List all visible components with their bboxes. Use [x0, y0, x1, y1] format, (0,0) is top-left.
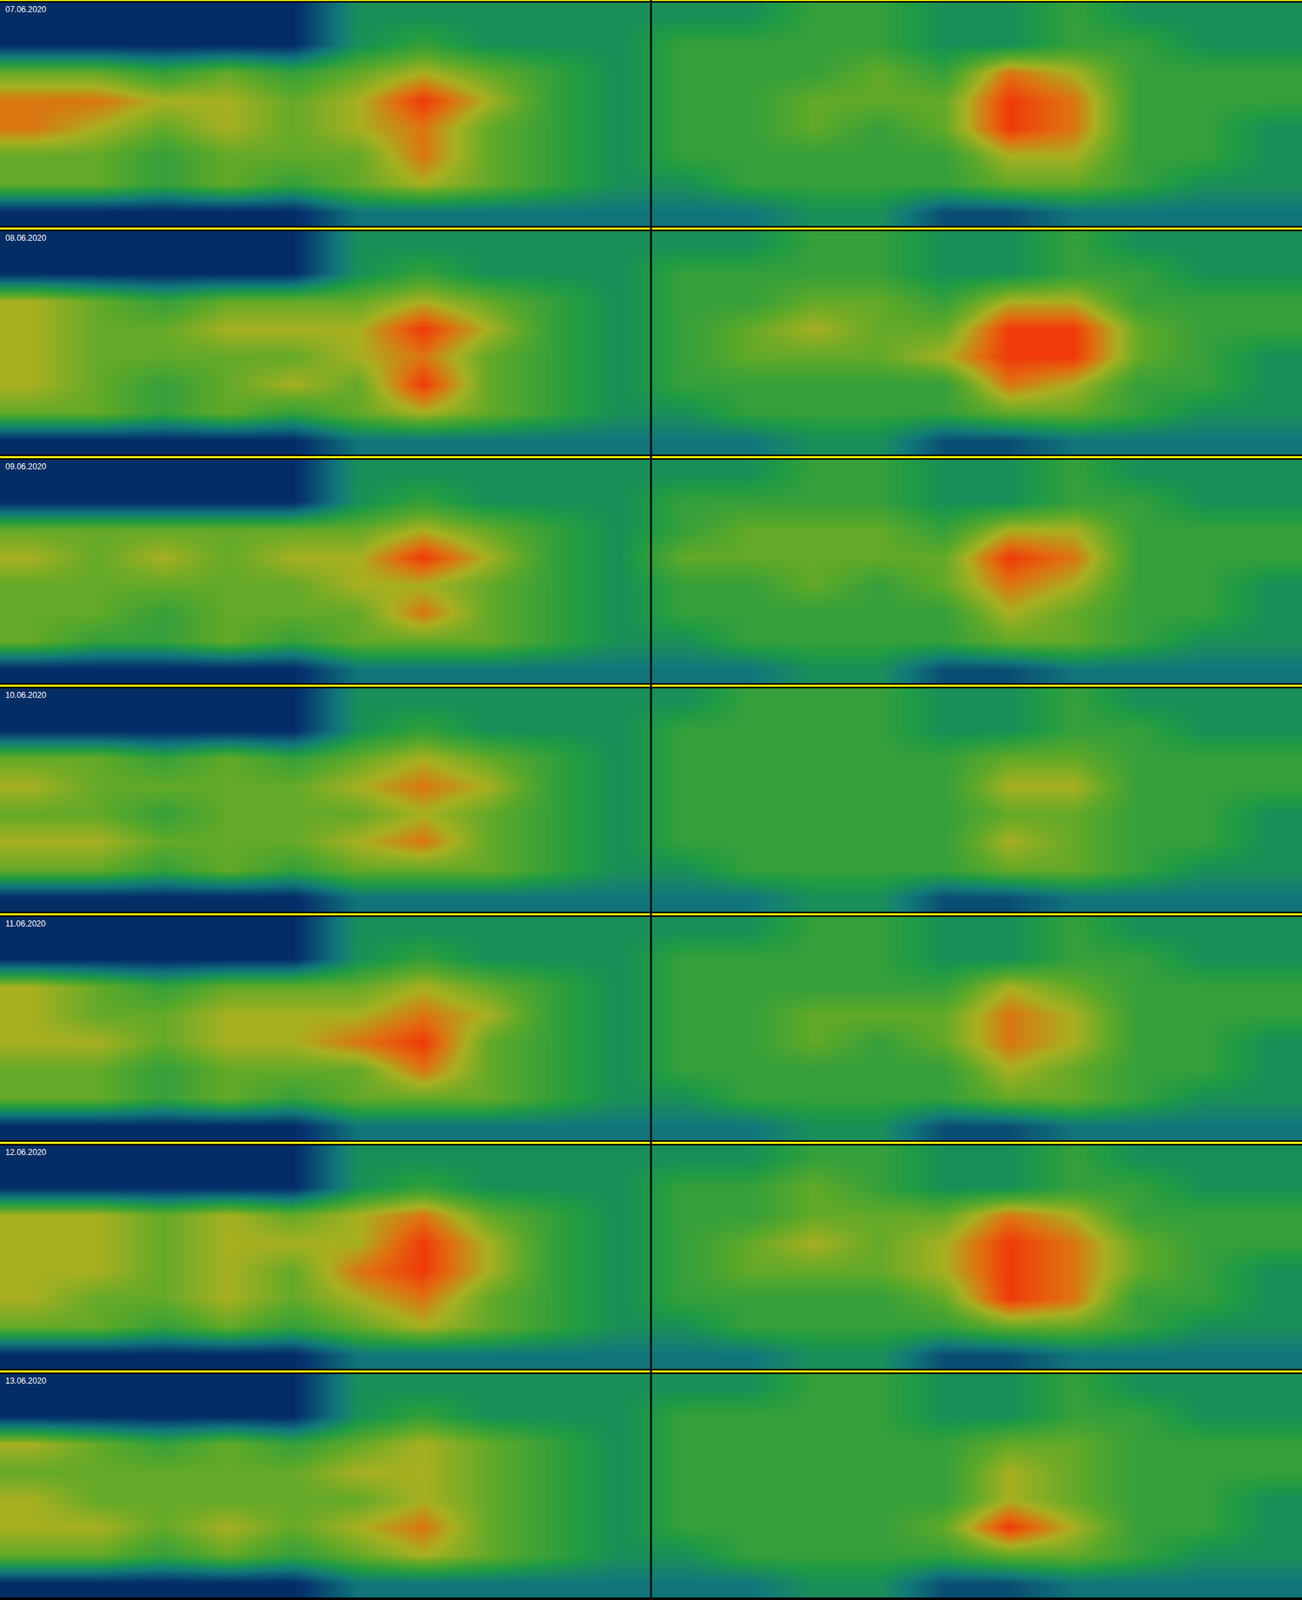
svg-text:08.06.2020: 08.06.2020 [5, 233, 47, 243]
svg-text:07.06.2020: 07.06.2020 [5, 4, 47, 15]
svg-text:10.06.2020: 10.06.2020 [5, 690, 47, 700]
svg-text:13.06.2020: 13.06.2020 [5, 1375, 47, 1386]
svg-text:11.06.2020: 11.06.2020 [5, 918, 46, 929]
svg-text:09.06.2020: 09.06.2020 [5, 461, 47, 472]
svg-text:12.06.2020: 12.06.2020 [5, 1147, 47, 1157]
